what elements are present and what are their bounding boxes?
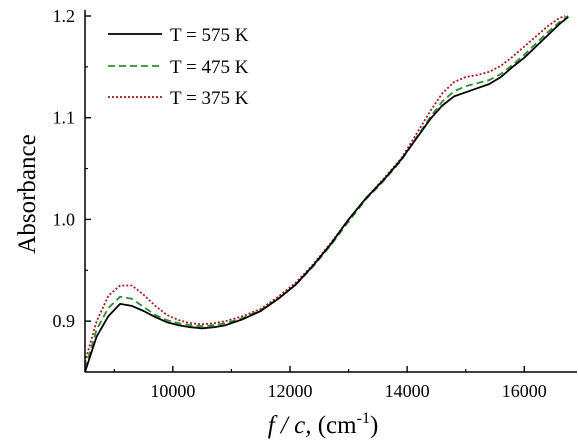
x-axis-title-variable: f / c,: [268, 412, 312, 439]
x-axis-title: f / c, (cm-1): [268, 410, 379, 439]
series-layer: [84, 15, 569, 373]
chart-legend: T = 575 K T = 475 K T = 375 K: [108, 25, 249, 109]
x-tick-label: 14000: [385, 381, 430, 401]
legend-label-575k: T = 575 K: [170, 25, 249, 46]
x-tick-label: 12000: [268, 381, 313, 401]
y-axis-title: Absorbance: [14, 134, 41, 253]
tick-layer: 10000 12000 14000 16000 0.9 1.0 1.1 1.2: [53, 6, 547, 401]
legend-label-375k: T = 375 K: [170, 88, 249, 109]
x-axis-title-close: ): [370, 412, 378, 439]
y-tick-label: 1.0: [53, 209, 76, 229]
x-tick-label: 16000: [502, 381, 547, 401]
x-axis-title-superscript: -1: [357, 410, 370, 427]
legend-label-475k: T = 475 K: [170, 57, 249, 78]
y-tick-label: 1.2: [53, 6, 76, 26]
y-tick-label: 1.1: [53, 108, 76, 128]
series-line-575k: [84, 16, 569, 373]
x-tick-label: 10000: [150, 381, 195, 401]
x-axis-title-unit: (cm: [311, 412, 357, 439]
y-tick-label: 0.9: [53, 311, 76, 331]
series-line-375k: [84, 15, 566, 363]
series-line-475k: [84, 15, 569, 370]
